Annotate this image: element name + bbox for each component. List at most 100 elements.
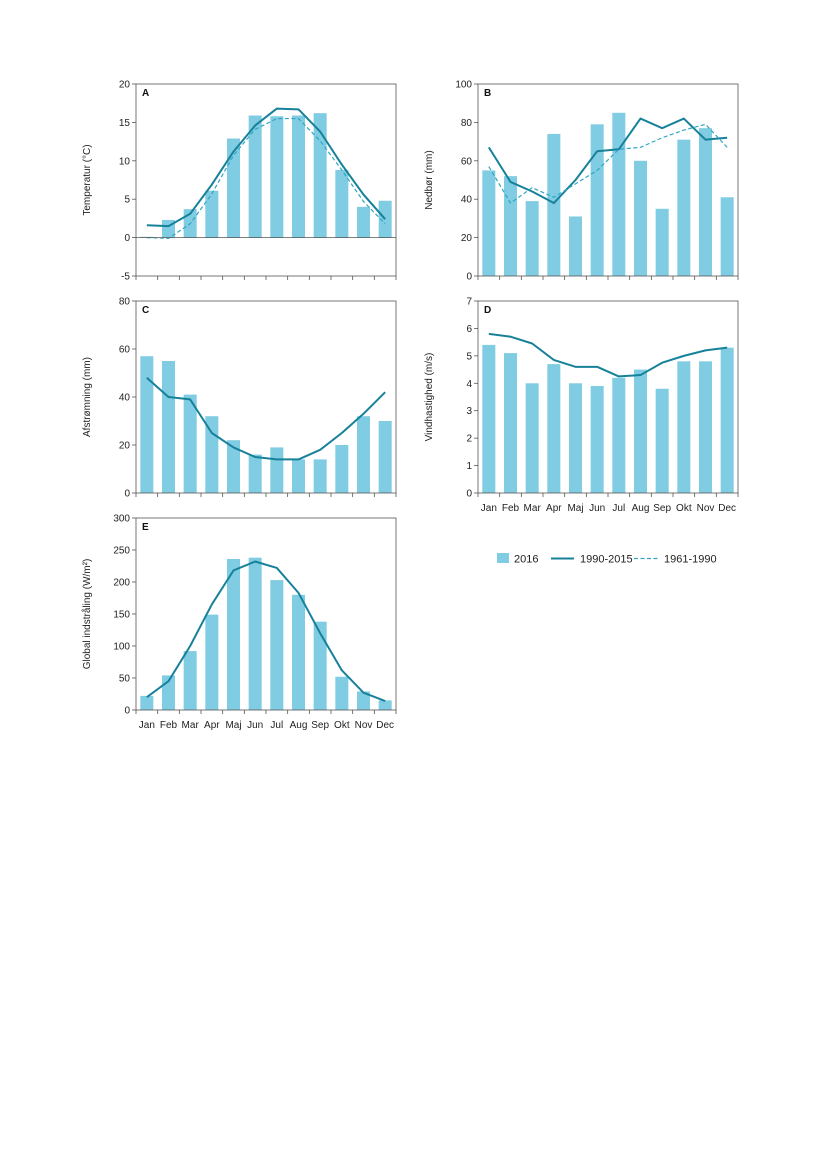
bar-a-jul xyxy=(270,116,284,238)
bar-c-jul xyxy=(270,447,284,493)
y-axis-title-d: Vindhastighed (m/s) xyxy=(424,353,435,442)
y-tick-label-e: 200 xyxy=(113,578,130,589)
x-tick-label-d: Okt xyxy=(676,503,692,514)
y-axis-title-a: Temperatur (°C) xyxy=(82,144,93,215)
y-tick-label-d: 2 xyxy=(466,434,472,445)
y-tick-label-a: 5 xyxy=(124,195,130,206)
bar-d-feb xyxy=(504,353,517,493)
bar-d-apr xyxy=(547,364,561,493)
y-tick-label-c: 80 xyxy=(119,297,131,308)
x-tick-label-d: Jun xyxy=(589,503,605,514)
y-tick-label-a: 15 xyxy=(119,118,131,129)
x-tick-label-e: Apr xyxy=(204,720,220,731)
panel-letter-a: A xyxy=(142,88,149,99)
y-tick-label-a: 10 xyxy=(119,156,131,167)
bar-b-aug xyxy=(634,160,647,276)
y-tick-label-d: 4 xyxy=(466,379,472,390)
bar-a-maj xyxy=(227,138,240,238)
panel-letter-c: C xyxy=(142,305,149,316)
bar-a-dec xyxy=(378,200,392,238)
bar-e-sep xyxy=(313,621,327,710)
bar-c-okt xyxy=(335,445,349,493)
y-tick-label-d: 3 xyxy=(466,406,472,417)
legend: 2016 1990-2015 1961-1990 xyxy=(497,553,717,566)
chart-panel-a: -5 0 5 10 15 20 A Temperatur (°C) xyxy=(82,80,397,283)
x-tick-label-d: Feb xyxy=(502,503,520,514)
legend-label-1990-2015: 1990-2015 xyxy=(580,554,633,566)
bar-e-nov xyxy=(357,691,370,710)
x-tick-label-e: Nov xyxy=(355,720,373,731)
legend-label-2016: 2016 xyxy=(514,554,538,566)
bar-e-jun xyxy=(248,557,262,710)
y-tick-label-c: 40 xyxy=(119,393,131,404)
chart-panel-e: 0 50 100 150 200 250 300 Jan Feb Mar Apr Maj Jun Jul A… xyxy=(81,514,397,731)
bar-c-jun xyxy=(248,454,262,493)
bar-d-mar xyxy=(525,383,539,493)
x-tick-label-e: Dec xyxy=(376,720,394,731)
bar-b-jun xyxy=(590,124,604,276)
y-tick-label-e: 300 xyxy=(113,514,130,525)
x-tick-label-d: Nov xyxy=(697,503,715,514)
x-tick-label-e: Maj xyxy=(225,720,241,731)
y-tick-label-c: 20 xyxy=(119,441,131,452)
y-axis-title-c: Afstrømning (mm) xyxy=(82,357,93,437)
bar-c-dec xyxy=(378,421,392,493)
bar-a-aug xyxy=(292,115,305,238)
plot-frame-a xyxy=(135,83,397,277)
bar-d-okt xyxy=(677,361,691,493)
x-tick-label-e: Feb xyxy=(160,720,178,731)
panel-letter-e: E xyxy=(142,522,149,533)
y-tick-label-a: 0 xyxy=(124,233,130,244)
x-tick-label-d: Apr xyxy=(546,503,562,514)
y-tick-label-e: 250 xyxy=(113,546,130,557)
series-line-c-1990-2015 xyxy=(146,377,386,461)
y-tick-label-b: 60 xyxy=(461,156,473,167)
bar-e-jan xyxy=(140,695,154,710)
bar-c-jan xyxy=(140,356,154,493)
bar-c-sep xyxy=(313,459,327,493)
bar-e-aug xyxy=(292,594,305,710)
y-tick-label-b: 0 xyxy=(466,272,472,283)
x-tick-label-d: Jan xyxy=(481,503,497,514)
bar-b-apr xyxy=(547,133,561,276)
y-tick-label-e: 100 xyxy=(113,642,130,653)
series-line-b-1961-1990 xyxy=(488,123,728,204)
series-line-a-1990-2015 xyxy=(146,107,386,228)
bar-c-nov xyxy=(357,416,370,493)
y-axis-title-b: Nedbør (mm) xyxy=(424,150,435,209)
y-tick-label-e: 50 xyxy=(119,674,131,685)
panel-letter-b: B xyxy=(484,88,491,99)
y-axis-title-e: Global indstråling (W/m²) xyxy=(81,559,93,670)
bar-d-sep xyxy=(655,388,669,493)
bar-b-feb xyxy=(504,176,517,276)
y-tick-label-c: 60 xyxy=(119,345,131,356)
y-tick-label-d: 1 xyxy=(466,461,472,472)
bar-e-okt xyxy=(335,676,349,710)
y-tick-label-d: 7 xyxy=(466,297,472,308)
chart-panel-d: 0 1 2 3 4 5 6 7 Jan Feb Mar Apr Maj Jun Jul Aug Sep Okt No… xyxy=(424,297,739,514)
y-tick-label-c: 0 xyxy=(124,489,130,500)
x-tick-label-e: Mar xyxy=(182,720,200,731)
y-tick-label-b: 80 xyxy=(461,118,473,129)
legend-label-1961-1990: 1961-1990 xyxy=(664,554,717,566)
bar-d-jun xyxy=(590,386,604,493)
series-line-e-1990-2015 xyxy=(146,560,386,702)
bar-a-okt xyxy=(335,170,349,238)
y-tick-label-a: 20 xyxy=(119,80,131,91)
bar-e-apr xyxy=(205,614,219,710)
y-tick-label-d: 6 xyxy=(466,324,472,335)
chart-panel-c: 0 20 40 60 80 C Afstrømning (mm) xyxy=(82,297,397,500)
legend-swatch-2016 xyxy=(497,553,509,563)
series-line-d-1990-2015 xyxy=(488,332,728,378)
x-tick-label-e: Jun xyxy=(247,720,263,731)
x-tick-label-e: Sep xyxy=(311,720,329,731)
bar-a-nov xyxy=(357,206,370,238)
x-tick-label-d: Sep xyxy=(653,503,671,514)
bar-d-jan xyxy=(482,344,496,493)
series-line-a-1961-1990 xyxy=(146,117,386,239)
bar-b-dec xyxy=(720,197,734,276)
y-tick-label-b: 100 xyxy=(455,80,472,91)
bar-e-jul xyxy=(270,580,284,710)
